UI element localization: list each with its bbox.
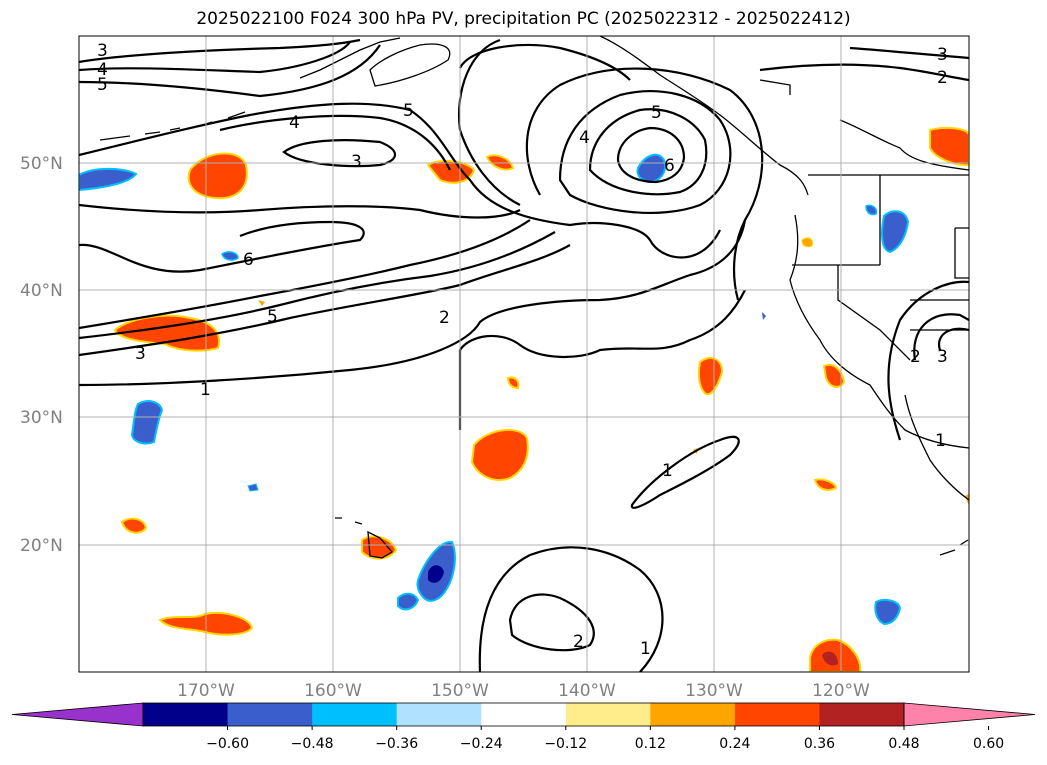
precip-area <box>822 651 838 666</box>
contour-label: 1 <box>200 380 211 400</box>
lon-label: 170°W <box>177 681 235 701</box>
contour-label: 6 <box>664 156 675 176</box>
colorbar-segment <box>227 703 313 726</box>
colorbar-extend-low <box>11 702 144 727</box>
contour-label: 1 <box>640 639 651 659</box>
colorbar-tick-label: −0.36 <box>375 736 418 752</box>
lat-label: 40°N <box>20 281 63 301</box>
lon-label: 130°W <box>685 681 743 701</box>
map-background <box>79 36 969 672</box>
precip-area <box>426 159 476 184</box>
precip-area <box>428 565 444 583</box>
contour-label: 4 <box>579 128 590 148</box>
contour-label: 3 <box>937 347 948 367</box>
contour-label: 1 <box>935 431 946 451</box>
lat-label: 30°N <box>20 408 63 428</box>
precip-area <box>874 599 902 626</box>
contour-label: 3 <box>351 152 362 172</box>
contour-label: 3 <box>937 45 948 65</box>
contour-label: 3 <box>135 344 146 364</box>
colorbar-frame <box>142 702 905 727</box>
precip-area <box>221 251 239 261</box>
lon-labels: 170°W 160°W 150°W 140°W 130°W 120°W <box>177 681 870 701</box>
colorbar-tick-label: 0.12 <box>635 736 666 752</box>
colorbar-tick-label: −0.24 <box>460 736 503 752</box>
precip-area <box>881 210 910 254</box>
lat-label: 50°N <box>20 154 63 174</box>
colorbar-segment <box>650 703 736 726</box>
precip-shading <box>79 126 969 672</box>
colorbar-segment <box>734 703 820 726</box>
contour-label: 3 <box>97 41 108 61</box>
map-title: 2025022100 F024 300 hPa PV, precipitatio… <box>196 9 851 29</box>
colorbar-tick-label: 0.48 <box>888 736 919 752</box>
contour-label: 5 <box>651 103 662 123</box>
colorbar-segment <box>565 703 651 726</box>
lat-label: 20°N <box>20 536 63 556</box>
colorbar-tick-label: 0.36 <box>804 736 835 752</box>
colorbar-segment <box>143 703 229 726</box>
precip-area <box>762 312 766 320</box>
colorbar-tick-label: −0.48 <box>291 736 334 752</box>
lon-label: 140°W <box>558 681 616 701</box>
contour-label: 6 <box>243 250 254 270</box>
colorbar-extend-high <box>903 702 1036 727</box>
colorbar-segment <box>396 703 482 726</box>
precip-area <box>79 167 138 192</box>
contour-label: 2 <box>937 68 948 88</box>
contour-labels: 3 4 5 4 3 5 4 5 6 6 5 3 2 1 3 2 2 3 1 1 … <box>97 41 948 659</box>
map-frame <box>78 35 970 673</box>
contour-label: 2 <box>573 632 584 652</box>
colorbar-segment <box>481 703 567 726</box>
precip-area <box>130 400 164 445</box>
precip-area <box>801 237 813 248</box>
coastlines <box>99 36 969 559</box>
precip-area <box>361 535 398 560</box>
precip-area <box>865 204 878 216</box>
lat-labels: 50°N 40°N 30°N 20°N <box>20 154 63 556</box>
contour-label: 1 <box>662 461 673 481</box>
precip-area <box>113 314 220 352</box>
colorbar-segment <box>312 703 398 726</box>
precip-area <box>697 356 724 396</box>
precip-area <box>470 428 529 481</box>
precip-area <box>397 592 420 611</box>
colorbar-tick-label: −0.12 <box>544 736 587 752</box>
colorbar-segment <box>819 703 905 726</box>
precip-area <box>813 478 838 491</box>
colorbar: −0.60 −0.48 −0.36 −0.24 −0.12 0.12 0.24 0.36 0.4… <box>11 702 1036 752</box>
lon-label: 150°W <box>431 681 489 701</box>
lon-label: 120°W <box>812 681 870 701</box>
contour-label: 4 <box>97 60 108 80</box>
contour-label: 2 <box>910 347 921 367</box>
precip-area <box>636 153 666 184</box>
contour-label: 5 <box>267 307 278 327</box>
gridlines <box>79 36 969 672</box>
contour-label: 2 <box>439 308 450 328</box>
contour-label: 4 <box>289 113 300 133</box>
lon-label: 160°W <box>304 681 362 701</box>
precip-area <box>929 126 969 167</box>
precip-area <box>485 154 515 171</box>
precip-area <box>258 300 265 306</box>
contour-label: 5 <box>97 75 108 95</box>
precip-area <box>822 364 846 388</box>
precip-area <box>247 483 259 492</box>
colorbar-tick-label: −0.60 <box>206 736 249 752</box>
colorbar-tick-label: 0.60 <box>973 736 1004 752</box>
colorbar-tick-label: 0.24 <box>719 736 750 752</box>
precip-area <box>506 376 520 390</box>
precip-area <box>187 152 248 200</box>
precip-area <box>120 517 148 534</box>
contour-label: 5 <box>403 101 414 121</box>
